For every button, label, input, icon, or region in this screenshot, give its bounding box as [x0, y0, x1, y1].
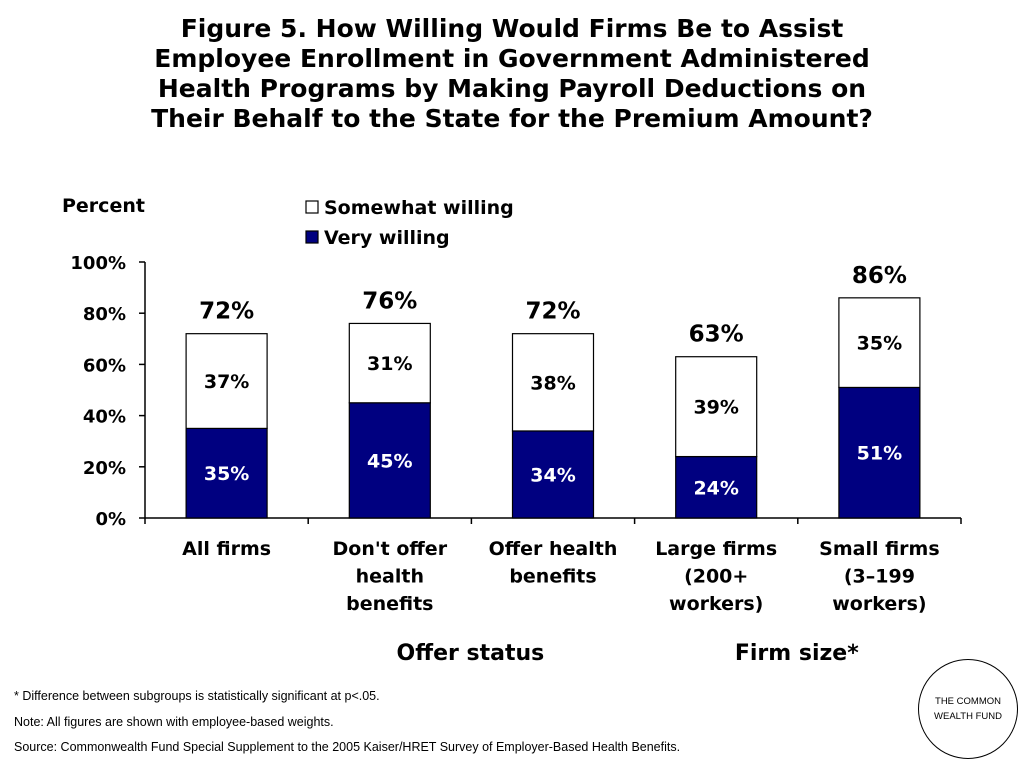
commonwealth-fund-logo: THE COMMONWEALTH FUND	[918, 659, 1018, 759]
chart-title: Figure 5. How Willing Would Firms Be to …	[40, 14, 984, 134]
data-label-somewhat-willing: 39%	[693, 397, 738, 419]
bar-very-willing	[185, 427, 268, 519]
data-label-very-willing: 34%	[530, 464, 575, 486]
bars	[185, 297, 921, 519]
total-label: 72%	[525, 299, 580, 325]
data-label-somewhat-willing: 37%	[204, 371, 249, 393]
bar-very-willing	[838, 386, 921, 519]
y-tick-label: 20%	[83, 458, 126, 479]
stacked-bar-chart: Percent Somewhat willing Very willing 0% 2…	[62, 195, 962, 666]
chart-title-line: Employee Enrollment in Government Admini…	[154, 44, 870, 73]
y-tick-label: 40%	[83, 407, 126, 428]
x-tick-label: Don't offer health benefits	[333, 538, 448, 615]
source-note: Source: Commonwealth Fund Special Supple…	[14, 740, 681, 754]
legend-label: Somewhat willing	[324, 197, 514, 219]
data-label-somewhat-willing: 35%	[857, 333, 902, 355]
data-label-very-willing: 24%	[693, 477, 738, 499]
y-tick-label: 80%	[83, 304, 126, 325]
y-tick-label: 0%	[95, 509, 126, 530]
total-label: 72%	[199, 299, 254, 325]
bar-somewhat-willing	[838, 297, 921, 389]
total-label: 86%	[852, 263, 907, 289]
bar-very-willing	[511, 430, 595, 519]
bar-somewhat-willing	[185, 333, 268, 429]
data-label-very-willing: 51%	[857, 443, 902, 465]
weights-note: Note: All figures are shown with employe…	[14, 715, 334, 729]
data-label-somewhat-willing: 31%	[367, 353, 412, 375]
x-tick-label: Offer health benefits	[489, 538, 618, 588]
group-label: Firm size*	[735, 641, 859, 666]
bar-somewhat-willing	[511, 333, 595, 432]
x-tick-label: Large firms (200+ workers)	[655, 538, 777, 615]
chart-title-line: Their Behalf to the State for the Premiu…	[151, 104, 873, 133]
legend-swatch	[305, 200, 319, 214]
significance-note: * Difference between subgroups is statis…	[14, 689, 380, 703]
legend-label: Very willing	[324, 227, 450, 249]
x-tick-label: All firms	[182, 538, 271, 560]
chart-title-line: Health Programs by Making Payroll Deduct…	[157, 74, 867, 103]
total-label: 76%	[362, 288, 417, 314]
legend: Somewhat willing Very willing	[305, 197, 514, 249]
legend-swatch	[305, 230, 319, 244]
logo-text: THE COMMONWEALTH FUND	[934, 696, 1002, 722]
data-labels: 35% 37% 72% 45% 31% 76% 34% 38% 72% 24% 39% 63% 51% 3…	[199, 263, 907, 499]
chart-title-line: Figure 5. How Willing Would Firms Be to …	[180, 14, 844, 43]
data-label-very-willing: 45%	[367, 450, 412, 472]
data-label-very-willing: 35%	[204, 463, 249, 485]
bar-somewhat-willing	[348, 322, 431, 404]
y-axis-label: Percent	[62, 195, 145, 217]
x-tick-label: Small firms (3–199 workers)	[819, 538, 940, 615]
y-tick-label: 60%	[83, 355, 126, 376]
y-tick-label: 100%	[70, 253, 126, 274]
data-label-somewhat-willing: 38%	[530, 372, 575, 394]
total-label: 63%	[689, 322, 744, 348]
bar-somewhat-willing	[675, 356, 758, 458]
group-label: Offer status	[397, 641, 545, 666]
